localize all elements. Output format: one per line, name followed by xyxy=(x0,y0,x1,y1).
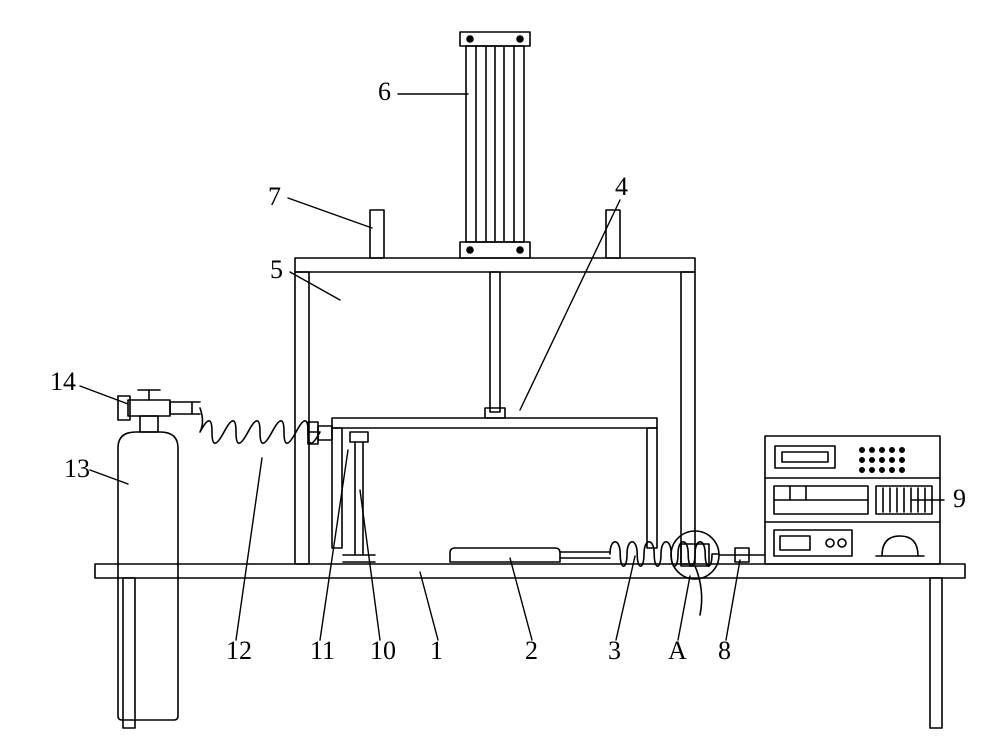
label-10: 10 xyxy=(370,636,396,665)
label-9: 9 xyxy=(953,484,966,513)
label-A: A xyxy=(668,636,687,665)
label-8: 8 xyxy=(718,636,731,665)
label-1: 1 xyxy=(430,636,443,665)
label-3: 3 xyxy=(608,636,621,665)
sample-plate xyxy=(450,548,560,562)
label-12: 12 xyxy=(226,636,252,665)
label-13: 13 xyxy=(64,454,90,483)
label-6: 6 xyxy=(378,77,391,106)
gas-cylinder xyxy=(118,390,200,720)
label-5: 5 xyxy=(270,255,283,284)
label-2: 2 xyxy=(525,636,538,665)
leader-lines xyxy=(80,94,944,640)
label-14: 14 xyxy=(50,367,76,396)
apparatus-diagram: 6 7 4 5 14 13 9 12 11 10 1 2 3 A 8 xyxy=(0,0,1000,737)
actuator xyxy=(460,32,530,412)
chamber xyxy=(332,408,657,548)
hose xyxy=(200,408,332,444)
label-4: 4 xyxy=(615,172,628,201)
push-rod xyxy=(560,552,610,558)
spring xyxy=(610,542,718,566)
labels: 6 7 4 5 14 13 9 12 11 10 1 2 3 A 8 xyxy=(50,77,966,665)
label-7: 7 xyxy=(268,182,281,211)
label-11: 11 xyxy=(310,636,335,665)
